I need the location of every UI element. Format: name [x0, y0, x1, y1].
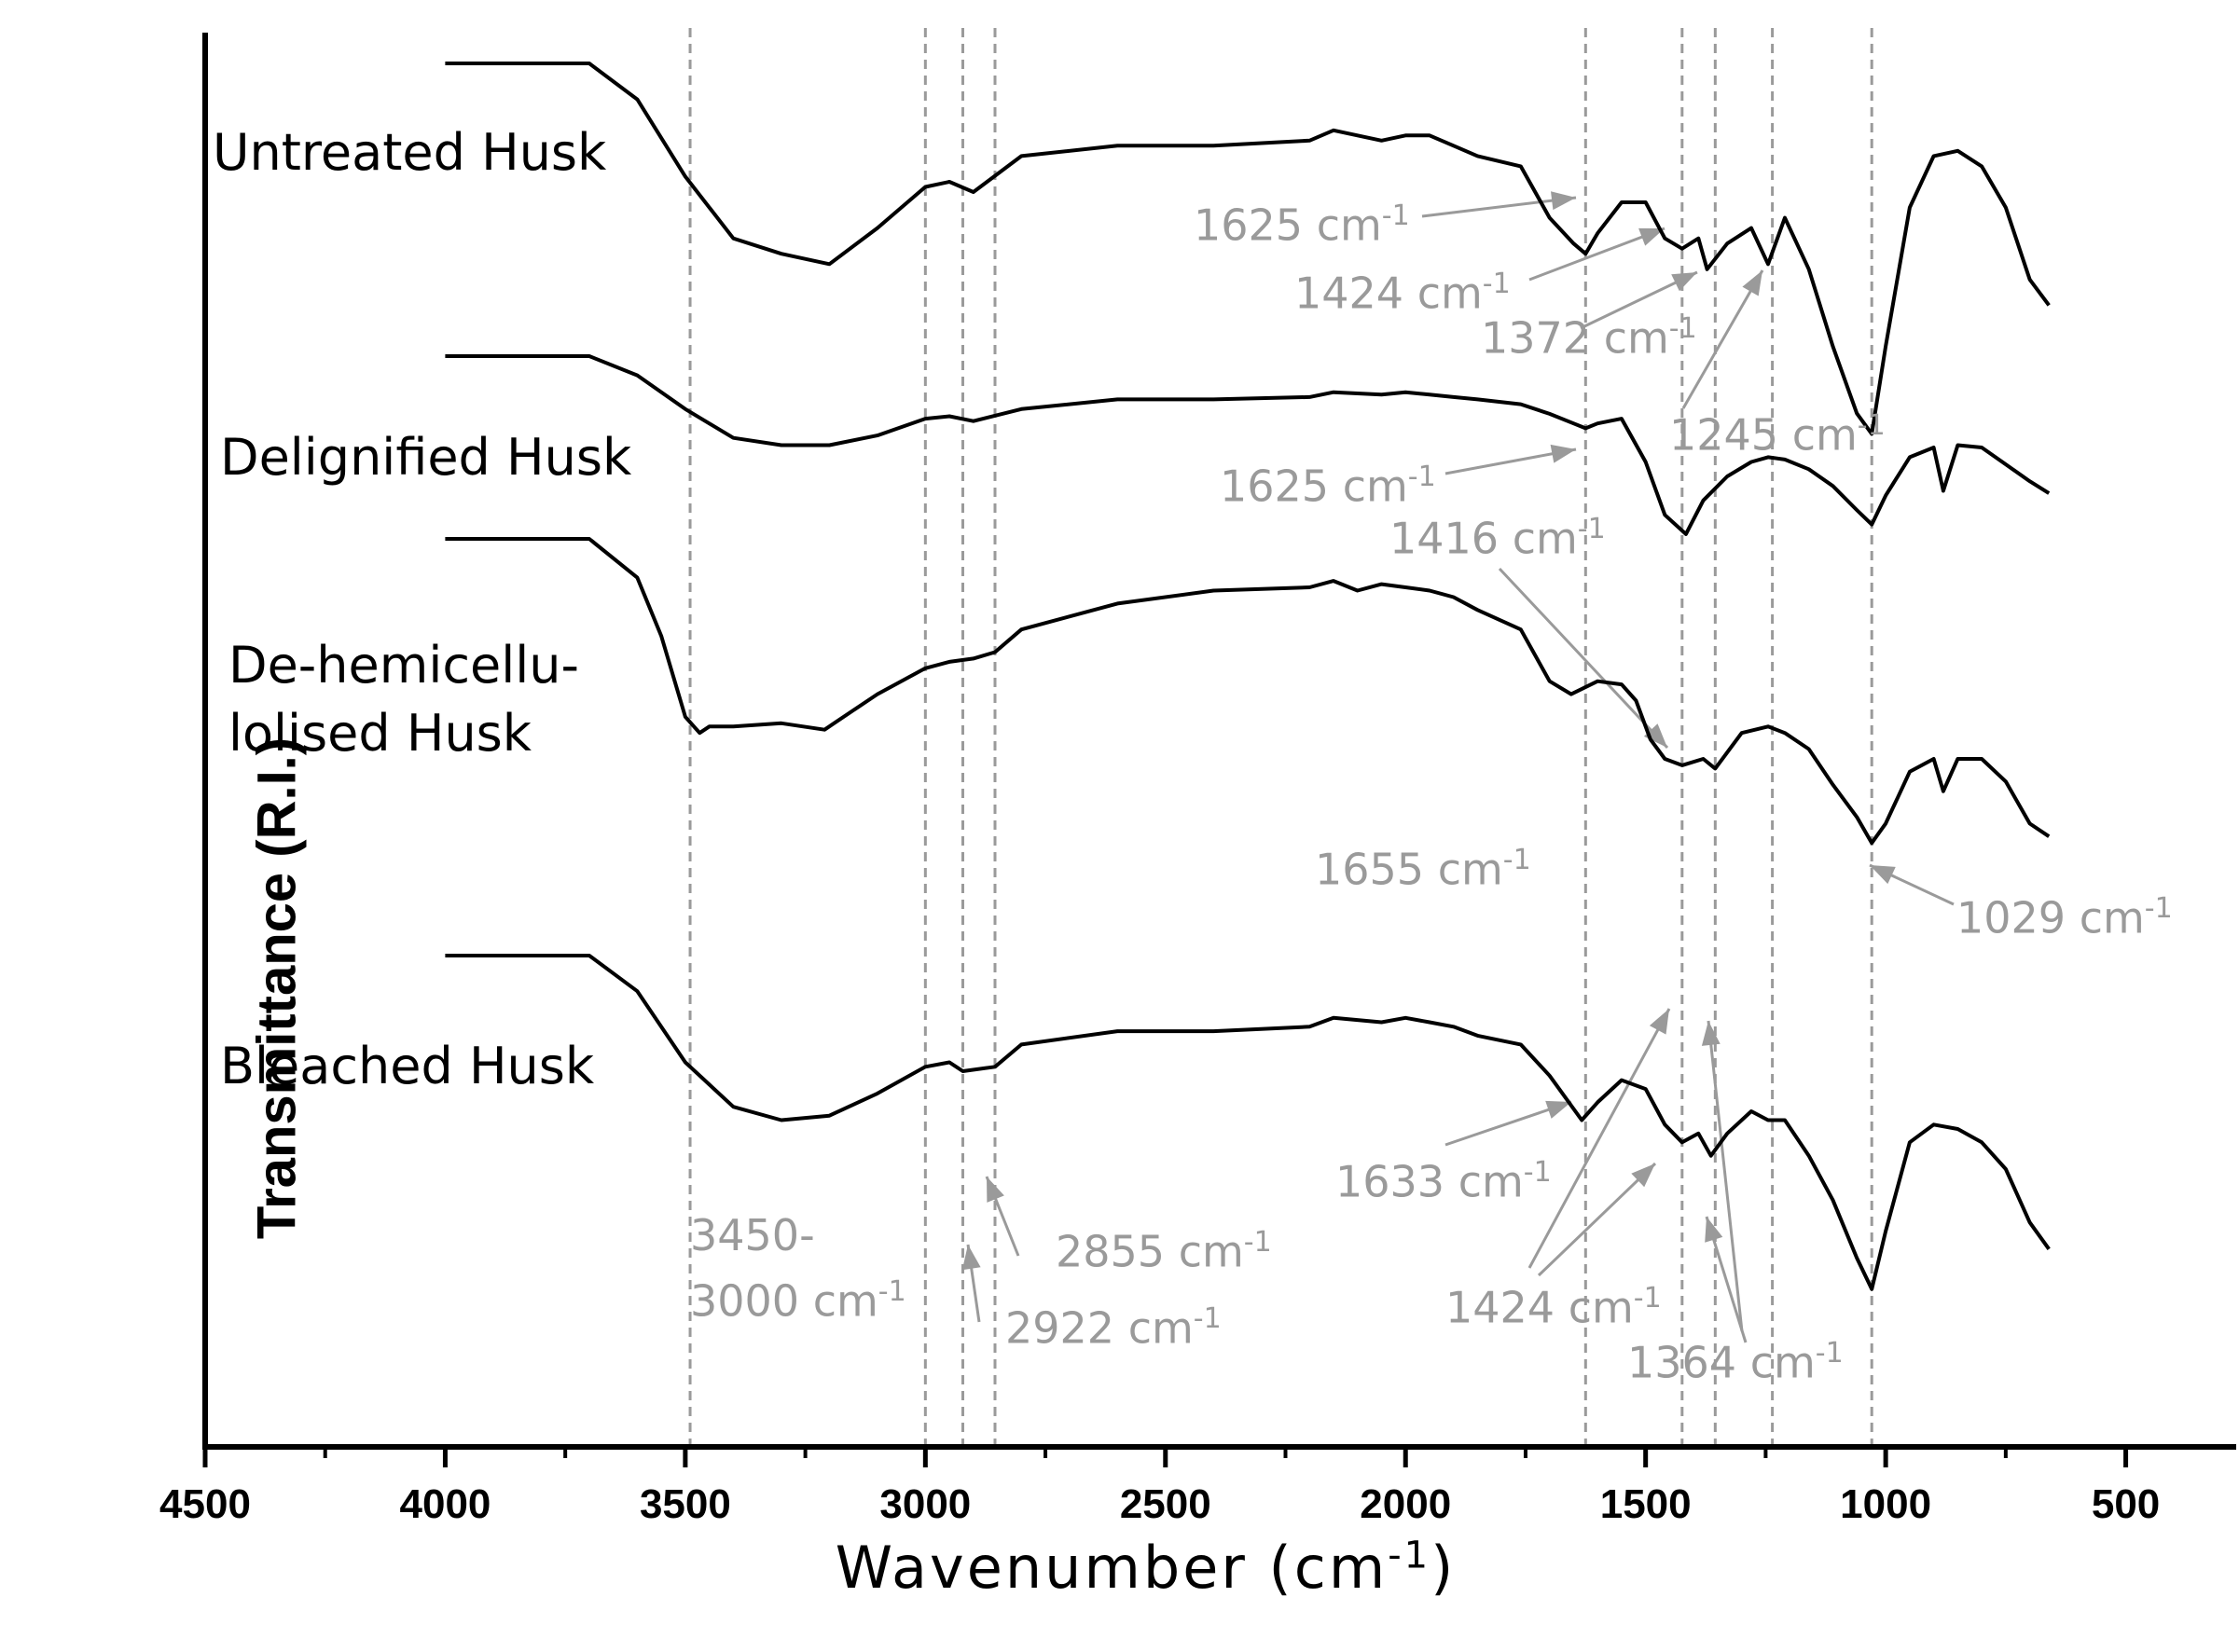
- annotation-arrowhead: [1551, 191, 1576, 211]
- series-label-dehemicellulolised: De-hemicellu- lolised Husk: [228, 636, 579, 763]
- annotation-arrowhead: [1638, 227, 1665, 246]
- x-axis-label: Wavenumber (cm-1): [0, 1534, 2239, 1602]
- annotation-arrowhead: [1701, 1021, 1721, 1046]
- x-tick-label: 2000: [1360, 1481, 1451, 1527]
- annotation-arrowhead: [961, 1245, 981, 1271]
- annotation-1364-bleached: 1364 cm-1: [1627, 1337, 1844, 1388]
- annotation-arrowhead: [1649, 1009, 1669, 1035]
- annotation-2922: 2922 cm-1: [1005, 1302, 1222, 1354]
- annotation-arrow: [1707, 1020, 1744, 1332]
- series-line-4: [445, 954, 2051, 1291]
- annotation-arrowhead: [1631, 1163, 1655, 1188]
- annotation-1625-delignified: 1625 cm-1: [1220, 461, 1436, 512]
- annotation-arrow: [1537, 1162, 1657, 1277]
- annotation-arrowhead: [1870, 865, 1896, 885]
- annotation-1655-dehemi: 1655 cm-1: [1315, 844, 1531, 895]
- y-axis-label: Transmittance (R.I.): [246, 737, 308, 1240]
- x-tick-label: 1000: [1840, 1481, 1931, 1527]
- x-tick-label: 3000: [879, 1481, 971, 1527]
- annotation-arrowhead: [1705, 1217, 1723, 1243]
- series-label-bleached: Bleached Husk: [220, 1037, 595, 1095]
- annotation-arrowhead: [1550, 444, 1576, 463]
- annotation-1029: 1029 cm-1: [1956, 892, 2173, 943]
- annotation-1416-delignified: 1416 cm-1: [1389, 513, 1606, 564]
- series-label-untreated: Untreated Husk: [213, 123, 607, 182]
- x-axis-label-text: Wavenumber (cm: [835, 1534, 1389, 1602]
- annotation-arrowhead: [1545, 1100, 1571, 1119]
- annotation-arrowhead: [1742, 270, 1762, 296]
- annotation-1633-bleached: 1633 cm-1: [1335, 1156, 1552, 1207]
- annotation-arrowhead: [1643, 723, 1667, 748]
- annotation-arrows: [961, 191, 1955, 1343]
- annotation-arrowhead: [1671, 272, 1697, 292]
- annotation-arrow: [1527, 1008, 1671, 1269]
- spectra-lines: [445, 62, 2051, 1291]
- x-tick-label: 3500: [640, 1481, 731, 1527]
- annotation-1625-untreated: 1625 cm-1: [1194, 200, 1410, 251]
- x-axis-label-close: ): [1430, 1534, 1457, 1602]
- annotation-1424-bleached: 1424 cm-1: [1445, 1282, 1662, 1333]
- annotation-arrowhead: [987, 1177, 1004, 1203]
- series-line-2: [445, 354, 2051, 536]
- annotation-3450-line2: 3000 cm-1: [690, 1275, 906, 1327]
- annotation-1245-untreated: 1245 cm-1: [1669, 409, 1886, 461]
- series-label-delignified: Delignified Husk: [220, 428, 632, 487]
- annotation-1372-untreated: 1372 cm-1: [1481, 312, 1697, 364]
- annotation-3450-line1: 3450-: [690, 1210, 815, 1260]
- series-line-1: [445, 62, 2051, 436]
- x-tick-label: 500: [2092, 1481, 2160, 1527]
- series-line-3: [445, 537, 2051, 846]
- x-tick-label: 2500: [1120, 1481, 1211, 1527]
- axes: 4500 4000 3500 3000 2500 2000 1500 1000 500: [159, 33, 2236, 1527]
- x-axis-label-sup: -1: [1388, 1534, 1431, 1577]
- marker-lines: [688, 28, 1873, 1444]
- x-tick-label: 4000: [400, 1481, 491, 1527]
- annotation-1424-untreated: 1424 cm-1: [1294, 268, 1511, 319]
- annotation-arrow: [1498, 567, 1669, 750]
- annotation-2855: 2855 cm-1: [1056, 1226, 1272, 1277]
- annotation-arrow: [1681, 269, 1764, 409]
- x-tick-label: 1500: [1600, 1481, 1692, 1527]
- annotation-arrow: [1421, 196, 1577, 218]
- x-tick-label: 4500: [159, 1481, 251, 1527]
